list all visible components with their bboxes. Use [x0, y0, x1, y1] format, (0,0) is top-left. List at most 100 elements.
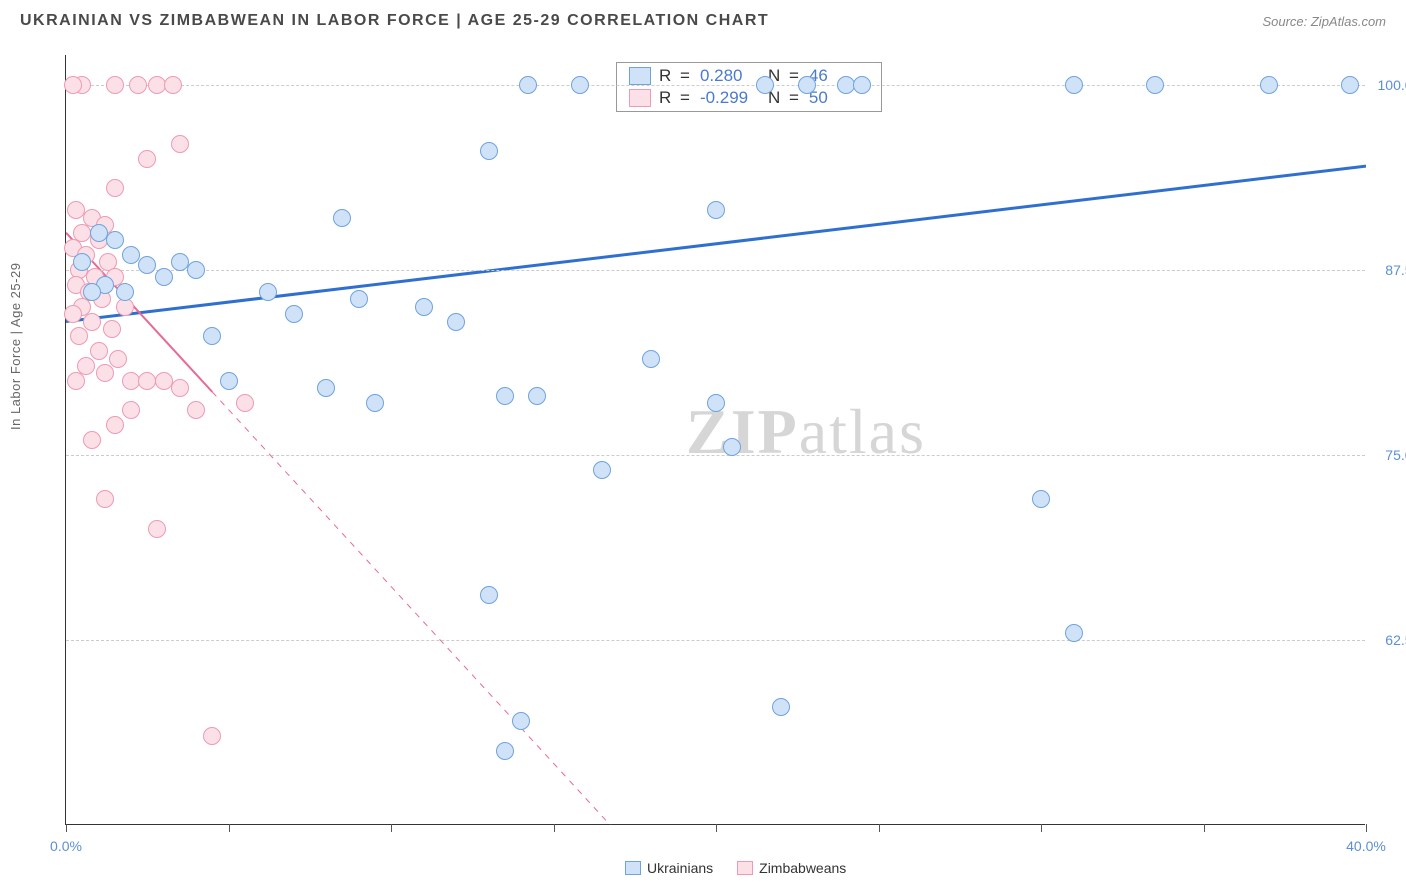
data-point-ukrainians — [1341, 76, 1359, 94]
data-point-zimbabweans — [164, 76, 182, 94]
ytick-label: 87.5% — [1370, 262, 1406, 278]
data-point-zimbabweans — [83, 313, 101, 331]
gridline-h — [66, 455, 1365, 456]
data-point-zimbabweans — [171, 379, 189, 397]
xtick-label: 0.0% — [50, 838, 82, 854]
data-point-zimbabweans — [106, 179, 124, 197]
data-point-ukrainians — [723, 438, 741, 456]
data-point-ukrainians — [203, 327, 221, 345]
watermark-zip: ZIP — [686, 396, 799, 467]
data-point-ukrainians — [1146, 76, 1164, 94]
data-point-ukrainians — [259, 283, 277, 301]
data-point-ukrainians — [220, 372, 238, 390]
data-point-ukrainians — [798, 76, 816, 94]
xtick — [1366, 824, 1367, 832]
data-point-ukrainians — [1065, 76, 1083, 94]
data-point-ukrainians — [642, 350, 660, 368]
data-point-zimbabweans — [83, 431, 101, 449]
data-point-ukrainians — [480, 142, 498, 160]
data-point-zimbabweans — [122, 401, 140, 419]
data-point-ukrainians — [187, 261, 205, 279]
swatch-ukrainians — [629, 67, 651, 85]
data-point-zimbabweans — [103, 320, 121, 338]
swatch-ukrainians — [625, 861, 641, 875]
data-point-zimbabweans — [96, 364, 114, 382]
data-point-ukrainians — [155, 268, 173, 286]
data-point-ukrainians — [73, 253, 91, 271]
r-label: R = — [659, 88, 692, 108]
legend-label-ukrainians: Ukrainians — [647, 860, 713, 876]
n-label: N = — [768, 88, 801, 108]
data-point-ukrainians — [447, 313, 465, 331]
xtick — [66, 824, 67, 832]
data-point-zimbabweans — [64, 76, 82, 94]
data-point-zimbabweans — [109, 350, 127, 368]
data-point-ukrainians — [571, 76, 589, 94]
data-point-ukrainians — [83, 283, 101, 301]
chart-plot-area: ZIPatlas R = 0.280 N = 46 R = -0.299 N =… — [65, 55, 1365, 825]
gridline-h — [66, 640, 1365, 641]
ytick-label: 62.5% — [1370, 632, 1406, 648]
data-point-zimbabweans — [236, 394, 254, 412]
xtick — [879, 824, 880, 832]
data-point-zimbabweans — [70, 327, 88, 345]
data-point-ukrainians — [317, 379, 335, 397]
data-point-zimbabweans — [96, 490, 114, 508]
ytick-label: 100.0% — [1370, 77, 1406, 93]
data-point-zimbabweans — [129, 76, 147, 94]
data-point-ukrainians — [593, 461, 611, 479]
y-axis-label: In Labor Force | Age 25-29 — [8, 263, 23, 430]
data-point-ukrainians — [1065, 624, 1083, 642]
r-value-zimbabweans: -0.299 — [700, 88, 760, 108]
data-point-ukrainians — [415, 298, 433, 316]
data-point-zimbabweans — [106, 416, 124, 434]
gridline-h — [66, 270, 1365, 271]
trend-lines-svg — [66, 55, 1366, 825]
data-point-ukrainians — [366, 394, 384, 412]
data-point-ukrainians — [480, 586, 498, 604]
data-point-zimbabweans — [148, 520, 166, 538]
data-point-ukrainians — [707, 201, 725, 219]
legend-label-zimbabweans: Zimbabweans — [759, 860, 846, 876]
data-point-ukrainians — [1260, 76, 1278, 94]
data-point-zimbabweans — [67, 372, 85, 390]
xtick — [716, 824, 717, 832]
data-point-zimbabweans — [203, 727, 221, 745]
data-point-ukrainians — [853, 76, 871, 94]
swatch-zimbabweans — [737, 861, 753, 875]
xtick — [554, 824, 555, 832]
gridline-h — [66, 85, 1365, 86]
legend-item-ukrainians: Ukrainians — [625, 860, 713, 876]
data-point-ukrainians — [756, 76, 774, 94]
data-point-ukrainians — [116, 283, 134, 301]
xtick — [391, 824, 392, 832]
data-point-zimbabweans — [64, 305, 82, 323]
data-point-zimbabweans — [138, 150, 156, 168]
chart-source: Source: ZipAtlas.com — [1262, 14, 1386, 29]
data-point-zimbabweans — [106, 76, 124, 94]
data-point-ukrainians — [772, 698, 790, 716]
xtick — [229, 824, 230, 832]
chart-header: UKRAINIAN VS ZIMBABWEAN IN LABOR FORCE |… — [0, 0, 1406, 38]
data-point-ukrainians — [285, 305, 303, 323]
chart-title: UKRAINIAN VS ZIMBABWEAN IN LABOR FORCE |… — [20, 12, 769, 30]
data-point-ukrainians — [512, 712, 530, 730]
xtick-label: 40.0% — [1346, 838, 1386, 854]
data-point-ukrainians — [496, 742, 514, 760]
data-point-ukrainians — [519, 76, 537, 94]
watermark-atlas: atlas — [799, 396, 926, 467]
r-value-ukrainians: 0.280 — [700, 66, 760, 86]
swatch-zimbabweans — [629, 89, 651, 107]
data-point-ukrainians — [350, 290, 368, 308]
data-point-ukrainians — [106, 231, 124, 249]
xtick — [1041, 824, 1042, 832]
data-point-ukrainians — [496, 387, 514, 405]
data-point-zimbabweans — [171, 135, 189, 153]
r-label: R = — [659, 66, 692, 86]
data-point-ukrainians — [1032, 490, 1050, 508]
ytick-label: 75.0% — [1370, 447, 1406, 463]
data-point-ukrainians — [122, 246, 140, 264]
data-point-zimbabweans — [187, 401, 205, 419]
data-point-zimbabweans — [90, 342, 108, 360]
xtick — [1204, 824, 1205, 832]
